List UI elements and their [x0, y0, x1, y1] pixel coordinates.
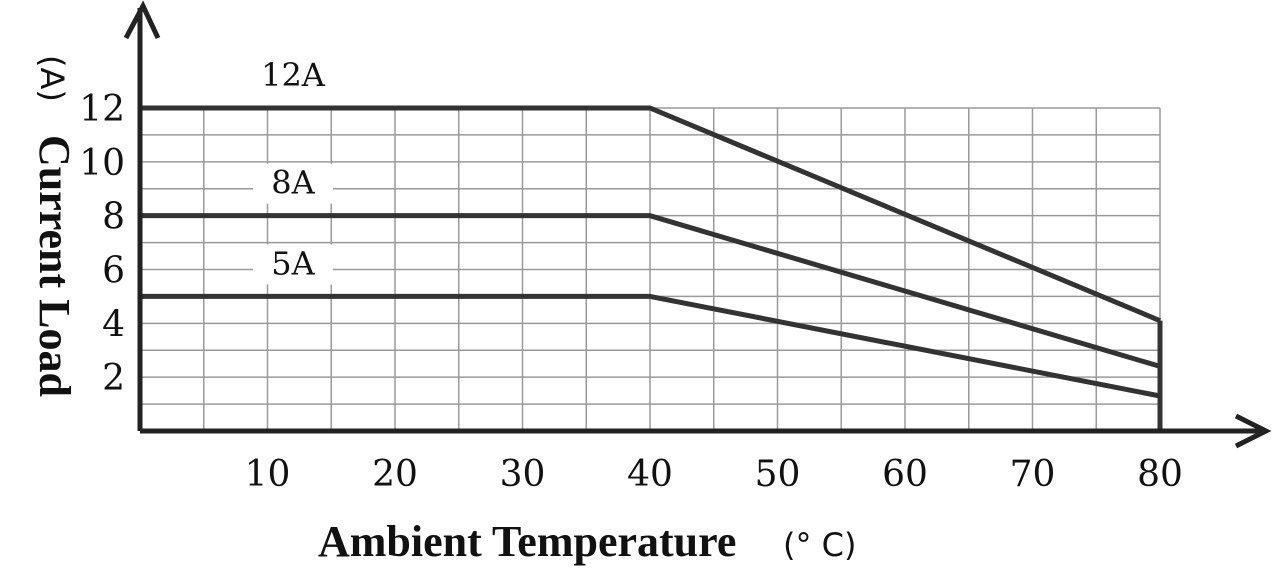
series-label: 5A: [271, 244, 315, 282]
series-lines: [140, 105, 1163, 431]
x-tick-label: 10: [245, 454, 291, 495]
y-axis-title-group: (A) Current Load: [30, 55, 79, 397]
series-label-bg: [253, 56, 333, 96]
y-axis-unit: (A): [33, 55, 71, 102]
y-tick-label: 2: [102, 358, 125, 399]
series-label-bg: [253, 244, 333, 285]
x-tick-label: 70: [1010, 454, 1056, 495]
y-axis-arrow: [123, 0, 161, 40]
y-axis-title: Current Load: [30, 135, 79, 397]
series-label: 12A: [261, 56, 326, 94]
x-tick-label: 20: [372, 454, 418, 495]
series-line: [140, 213, 1161, 369]
x-axis-unit: (° C): [783, 526, 856, 564]
y-tick-label: 12: [79, 89, 125, 130]
y-tick-label: 10: [79, 143, 125, 184]
axes: [123, 0, 1272, 449]
y-tick-label: 8: [102, 197, 125, 238]
series-labels: 12A 8A 5A: [253, 56, 333, 285]
series-label: 8A: [271, 164, 315, 202]
x-axis-title-group: Ambient Temperature (° C): [318, 517, 856, 566]
x-tick-label: 60: [882, 454, 928, 495]
series-label-bg: [253, 163, 333, 204]
series-line: [140, 105, 1161, 323]
y-tick-label: 4: [102, 304, 125, 345]
x-tick-label: 40: [627, 454, 673, 495]
x-tick-label: 50: [755, 454, 801, 495]
x-axis-arrow: [1234, 413, 1272, 449]
y-tick-label: 6: [102, 251, 125, 292]
series-line: [140, 293, 1161, 399]
x-tick-label: 30: [500, 454, 546, 495]
grid: [140, 107, 1161, 431]
x-axis-title: Ambient Temperature: [318, 517, 736, 566]
tick-labels: 10 20 30 40 50 60 70 80 2 4 6 8 10 12: [79, 89, 1183, 495]
x-tick-label: 80: [1137, 454, 1183, 495]
